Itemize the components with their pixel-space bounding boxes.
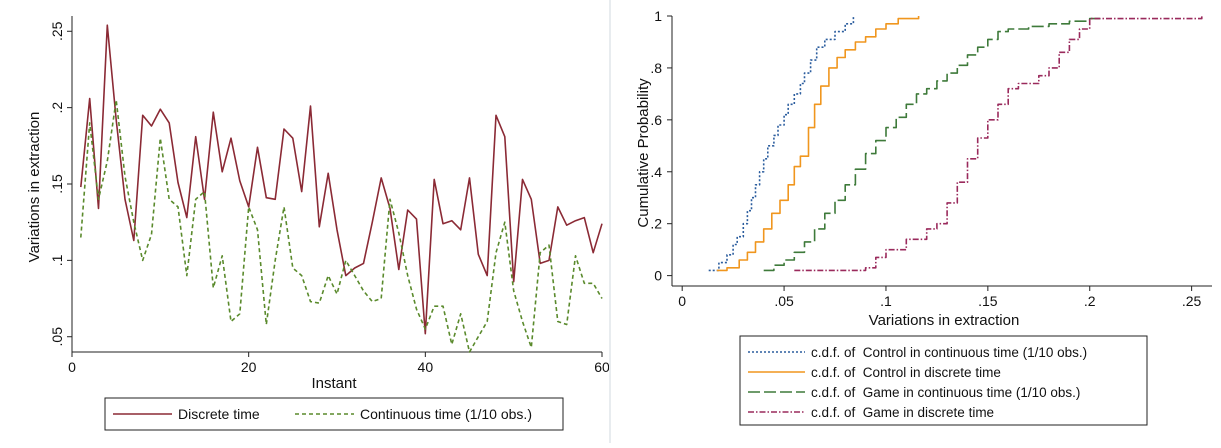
right-y-tick-label: .2 <box>650 216 662 232</box>
right-y-tick-label: .6 <box>650 112 662 128</box>
right-x-tick-label: .25 <box>1182 293 1202 309</box>
right-legend-box <box>739 335 1148 426</box>
right-y-tick-label: 1 <box>654 8 662 24</box>
legend-label-control-continuous: c.d.f. of Control in continuous time (1/… <box>811 345 1087 360</box>
legend-label-game-continuous: c.d.f. of Game in continuous time (1/10 … <box>811 385 1080 400</box>
left-chart-series <box>80 24 603 353</box>
legend-label-discrete-time: Discrete time <box>178 406 260 422</box>
right-chart-panel: 0 .05 .1 .15 .2 .25 0 .2 .4 .6 .8 1 Variations in e… <box>611 0 1221 443</box>
left-y-tick-label: .05 <box>49 327 65 347</box>
left-chart-xlabel: Instant <box>311 375 357 392</box>
right-series-line-2 <box>763 16 1101 272</box>
left-chart-panel: 0 20 40 60 .05 .1 .15 .2 .25 Instant Variations … <box>0 0 610 443</box>
right-chart-ylabel: Cumulative Probability <box>635 78 652 228</box>
panel-divider <box>609 0 611 443</box>
left-x-tick-label: 0 <box>68 359 76 375</box>
right-chart-xlabel: Variations in extraction <box>869 312 1020 329</box>
right-x-tick-label: 0 <box>678 293 686 309</box>
right-series-line-3 <box>794 16 1203 272</box>
right-chart-series <box>708 16 1203 272</box>
left-series-line-0 <box>80 24 603 335</box>
left-y-tick-label: .15 <box>49 174 65 194</box>
right-cdf-chart: 0 .05 .1 .15 .2 .25 0 .2 .4 .6 .8 1 Variations in e… <box>635 8 1212 426</box>
legend-label-control-discrete: c.d.f. of Control in discrete time <box>811 365 1001 380</box>
left-line-chart: 0 20 40 60 .05 .1 .15 .2 .25 Instant Variations … <box>26 16 610 431</box>
left-y-tick-label: .25 <box>49 21 65 41</box>
right-chart-legend: c.d.f. of Control in continuous time (1/… <box>739 335 1148 426</box>
right-y-tick-label: .8 <box>650 60 662 76</box>
left-y-tick-label: .1 <box>49 254 65 266</box>
left-series-line-1 <box>80 99 603 353</box>
left-y-tick-label: .2 <box>49 102 65 114</box>
right-series-line-1 <box>716 16 920 272</box>
right-y-tick-label: .4 <box>650 164 662 180</box>
legend-label-game-discrete: c.d.f. of Game in discrete time <box>811 405 994 420</box>
left-chart-ylabel: Variations in extraction <box>26 112 43 263</box>
right-chart-axes <box>671 16 1212 287</box>
left-x-tick-label: 20 <box>241 359 257 375</box>
left-chart-legend: Discrete time Continuous time (1/10 obs.… <box>104 397 564 431</box>
left-chart-ticks: 0 20 40 60 .05 .1 .15 .2 .25 <box>49 21 610 375</box>
left-x-tick-label: 40 <box>418 359 434 375</box>
right-x-tick-label: .2 <box>1084 293 1096 309</box>
right-x-tick-label: .05 <box>774 293 794 309</box>
right-x-tick-label: .1 <box>880 293 892 309</box>
legend-label-continuous-time: Continuous time (1/10 obs.) <box>360 406 532 422</box>
left-x-tick-label: 60 <box>594 359 610 375</box>
right-y-tick-label: 0 <box>654 268 662 284</box>
right-series-line-0 <box>708 16 855 272</box>
right-chart-ticks: 0 .05 .1 .15 .2 .25 0 .2 .4 .6 .8 1 <box>650 8 1201 309</box>
right-x-tick-label: .15 <box>978 293 998 309</box>
